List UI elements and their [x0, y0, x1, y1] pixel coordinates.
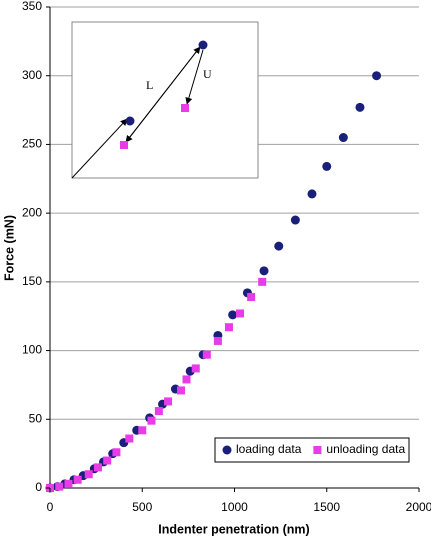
legend-label: unloading data [326, 442, 405, 456]
legend-label: loading data [236, 442, 302, 456]
x-tick-label: 0 [47, 500, 54, 514]
y-tick-label: 50 [29, 411, 43, 425]
square-marker [202, 350, 211, 359]
marks [45, 71, 382, 493]
square-marker [224, 323, 233, 332]
arrow [71, 118, 128, 179]
annotation: L [146, 78, 153, 92]
square-marker [64, 479, 73, 488]
square-marker [73, 475, 82, 484]
circle-marker [372, 71, 382, 81]
circle-marker [322, 161, 332, 171]
square-marker [125, 434, 134, 443]
x-tick-label: 1500 [313, 500, 340, 514]
y-tick-label: 350 [22, 0, 42, 13]
inset-diagram: L U [71, 21, 259, 179]
square-marker [147, 416, 156, 425]
y-tick-label: 100 [22, 343, 42, 357]
arrow [185, 49, 204, 105]
square-marker [182, 375, 191, 384]
square-marker [258, 277, 267, 286]
y-axis-title: Force (mN) [2, 215, 16, 281]
y-tick-label: 150 [22, 274, 42, 288]
circle-marker [338, 133, 348, 143]
square-marker [236, 309, 245, 318]
square-marker [176, 386, 185, 395]
annotation: U [203, 67, 212, 81]
inset-box [71, 21, 259, 179]
y-tick-label: 300 [22, 68, 42, 82]
circle-marker [307, 189, 317, 199]
circle-marker [355, 102, 365, 112]
square-marker [191, 364, 200, 373]
square-marker [103, 456, 112, 465]
x-tick-label: 2000 [406, 500, 431, 514]
x-tick-label: 1000 [221, 500, 248, 514]
inset-marker [120, 141, 128, 149]
inset-marker [181, 104, 189, 112]
square-marker [93, 463, 102, 472]
circle-marker [290, 215, 300, 225]
square-marker [154, 407, 163, 416]
y-tick-label: 200 [22, 205, 42, 219]
circle-marker [228, 310, 238, 320]
arrow [125, 46, 201, 143]
x-axis-title: Indenter penetration (nm) [158, 522, 309, 536]
x-tick-label: 500 [132, 500, 152, 514]
y-tick-label: 250 [22, 137, 42, 151]
inset-marker [125, 116, 135, 126]
legend-box [214, 437, 410, 463]
square-marker [213, 336, 222, 345]
square-marker [112, 448, 121, 457]
circle-marker [274, 241, 284, 251]
square-marker [247, 292, 256, 301]
circle-marker [222, 445, 232, 455]
y-tick-label: 0 [35, 480, 42, 494]
circle-marker [259, 266, 269, 276]
inset-marker [198, 40, 208, 50]
square-marker [138, 426, 147, 435]
square-marker [164, 397, 173, 406]
square-marker [55, 482, 64, 491]
square-marker [313, 446, 322, 454]
square-marker [84, 470, 93, 479]
